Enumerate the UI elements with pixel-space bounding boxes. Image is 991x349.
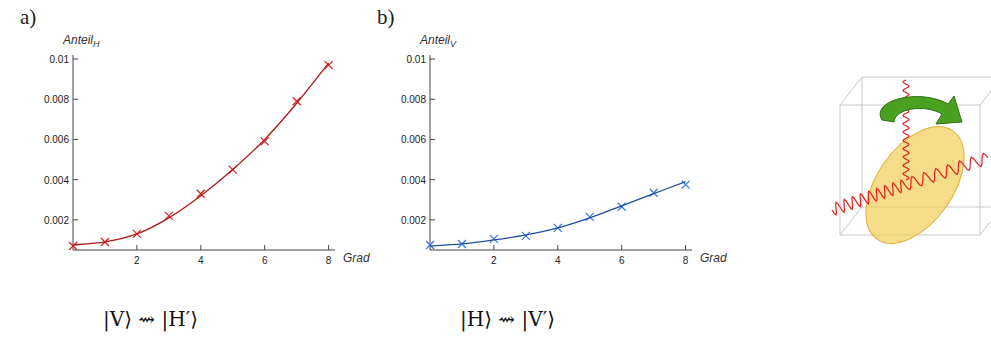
data-point: [426, 241, 434, 249]
data-point: [69, 242, 77, 250]
x-tick: [685, 245, 686, 250]
y-tick: [430, 99, 435, 100]
x-tick-label: 4: [555, 255, 561, 266]
y-tick-label: 0.01: [50, 54, 70, 65]
y-tick: [430, 219, 435, 220]
y-tick-label: 0.004: [401, 175, 426, 186]
y-axis-title: AnteilV: [419, 33, 457, 49]
wave-plate: [846, 109, 984, 261]
x-tick: [493, 245, 494, 250]
box-edge: [840, 77, 862, 105]
y-axis-title-main: Anteil: [419, 33, 450, 47]
y-tick-label: 0.006: [44, 134, 69, 145]
panel-label: a): [20, 5, 36, 29]
illustration: [832, 77, 991, 261]
panel: a) AnteilH 0.002 0.004 0.006 0.008 0.01 2 4 6 8 Gra…: [20, 5, 370, 332]
x-tick-label: 8: [683, 255, 689, 266]
fit-curve: [430, 182, 686, 246]
x-tick-label: 2: [134, 255, 140, 266]
y-axis-title-sub: H: [93, 39, 100, 49]
x-tick: [557, 245, 558, 250]
cross-stroke: [325, 61, 333, 69]
cross-stroke: [325, 61, 333, 69]
y-axis-title-sub: V: [450, 39, 457, 49]
light-wave: [905, 153, 988, 189]
x-axis-line: [430, 250, 692, 251]
y-axis-line: [73, 55, 74, 250]
y-tick: [73, 179, 78, 180]
panel-label: b): [377, 5, 395, 29]
caption: |H⟩ ⇝ |V′⟩: [460, 307, 555, 332]
x-tick: [621, 245, 622, 250]
cross-stroke: [426, 241, 434, 249]
x-tick-label: 8: [326, 255, 332, 266]
box-edge: [862, 77, 863, 207]
y-tick-label: 0.002: [401, 215, 426, 226]
y-tick: [430, 179, 435, 180]
y-tick: [73, 59, 78, 60]
y-tick-label: 0.01: [407, 54, 427, 65]
x-tick-label: 6: [262, 255, 268, 266]
light-wave: [832, 180, 905, 215]
y-tick: [430, 139, 435, 140]
y-axis-title-main: Anteil: [62, 33, 93, 47]
cross-stroke: [426, 241, 434, 249]
x-tick: [136, 245, 137, 250]
y-tick-label: 0.002: [44, 215, 69, 226]
y-tick: [430, 59, 435, 60]
box-edge: [980, 207, 991, 235]
box-edge: [980, 105, 981, 235]
y-axis-line: [430, 55, 431, 250]
data-point: [325, 61, 333, 69]
cross-stroke: [69, 242, 77, 250]
plot-area: [69, 61, 333, 250]
y-axis-title: AnteilH: [62, 33, 100, 49]
box-edge: [862, 77, 991, 78]
x-tick: [200, 245, 201, 250]
panel: b) AnteilV 0.002 0.004 0.006 0.008 0.01 2 4 6 8 Gra…: [377, 5, 727, 332]
x-axis-line: [73, 250, 335, 251]
x-axis-title: Grad: [343, 251, 370, 265]
rotation-arrow: [880, 96, 962, 124]
x-tick: [264, 245, 265, 250]
y-tick-label: 0.008: [401, 94, 426, 105]
y-tick-label: 0.006: [401, 134, 426, 145]
box-edge: [840, 105, 841, 235]
x-tick: [328, 245, 329, 250]
x-tick-label: 6: [619, 255, 625, 266]
cross-stroke: [69, 242, 77, 250]
y-tick: [73, 139, 78, 140]
fit-curve: [73, 63, 329, 245]
y-tick: [73, 99, 78, 100]
x-axis-title: Grad: [700, 251, 727, 265]
y-tick-label: 0.008: [44, 94, 69, 105]
figure: a)AnteilH0.0020.0040.0060.0080.012468Gra…: [0, 0, 991, 349]
y-tick-label: 0.004: [44, 175, 69, 186]
light-wave: [903, 80, 909, 180]
caption: |V⟩ ⇝ |H′⟩: [103, 307, 198, 332]
plot-area: [426, 181, 690, 249]
x-tick-label: 2: [491, 255, 497, 266]
y-tick: [73, 219, 78, 220]
box-edge: [980, 77, 991, 105]
x-tick-label: 4: [198, 255, 204, 266]
